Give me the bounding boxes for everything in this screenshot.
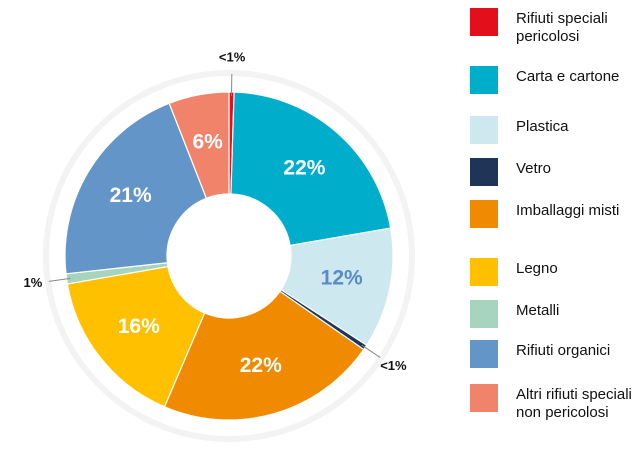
legend-item: Rifiuti speciali pericolosi bbox=[470, 8, 642, 46]
legend-swatch bbox=[470, 158, 498, 186]
data-label: 12% bbox=[321, 267, 363, 290]
legend-item: Imballaggi misti bbox=[470, 200, 642, 228]
slice bbox=[66, 265, 206, 408]
legend-label: Legno bbox=[516, 260, 558, 277]
leader-line bbox=[48, 277, 71, 282]
legend-swatch bbox=[470, 116, 498, 144]
leader-line bbox=[361, 344, 381, 358]
legend-item: Altri rifiuti speciali non pericolosi bbox=[470, 384, 642, 422]
legend-swatch bbox=[470, 340, 498, 368]
legend-label: Rifiuti organici bbox=[516, 342, 611, 359]
data-label: <1% bbox=[219, 49, 246, 64]
slice bbox=[163, 290, 365, 421]
legend-item: Plastica bbox=[470, 116, 642, 144]
legend-swatch bbox=[470, 384, 498, 412]
legend-label: Plastica bbox=[516, 118, 569, 135]
legend-item: Legno bbox=[470, 258, 642, 286]
data-label: 21% bbox=[110, 184, 152, 207]
legend-swatch bbox=[470, 300, 498, 328]
slice bbox=[64, 102, 208, 275]
legend-label: Altri rifiuti speciali non pericolosi bbox=[516, 386, 632, 421]
legend-label: Rifiuti speciali pericolosi bbox=[516, 10, 608, 45]
legend-swatch bbox=[470, 200, 498, 228]
legend-label: Vetro bbox=[516, 160, 552, 177]
donut-chart: <1% 22% 12% <1% 22% 16% 1% 21% 6% bbox=[24, 49, 415, 442]
data-label: <1% bbox=[380, 358, 407, 373]
slice bbox=[230, 91, 392, 247]
legend-item: Vetro bbox=[470, 158, 642, 186]
legend-label: Metalli bbox=[516, 302, 560, 319]
legend-label: Imballaggi misti bbox=[516, 202, 620, 219]
data-label: 1% bbox=[24, 275, 43, 290]
data-label: 16% bbox=[118, 315, 160, 338]
legend-label: Carta e cartone bbox=[516, 68, 620, 85]
slice bbox=[168, 91, 230, 200]
legend-item: Carta e cartone bbox=[470, 66, 642, 94]
legend-item: Rifiuti organici bbox=[470, 340, 642, 368]
legend-swatch bbox=[470, 8, 498, 36]
legend-swatch bbox=[470, 66, 498, 94]
data-label: 22% bbox=[240, 354, 282, 377]
data-label: 22% bbox=[283, 157, 325, 180]
data-label: 6% bbox=[192, 131, 223, 154]
legend-item: Metalli bbox=[470, 300, 642, 328]
legend-swatch bbox=[470, 258, 498, 286]
